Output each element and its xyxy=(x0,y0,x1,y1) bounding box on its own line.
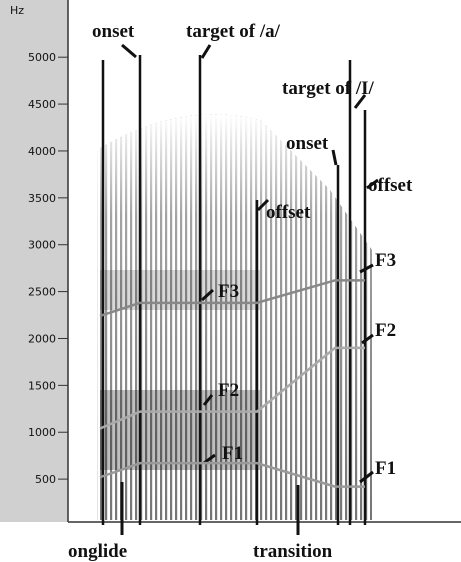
annotation: F1 xyxy=(222,443,243,464)
annotation: F3 xyxy=(375,250,396,271)
spectrogram-figure: 500 1000 1500 2000 2500 3000 3500 4000 4500 5000 o… xyxy=(0,0,461,562)
annotation: onglide xyxy=(68,541,127,562)
annotation: offset xyxy=(266,202,311,223)
y-tick-label: 2000 xyxy=(28,332,56,345)
y-tick-label: 4000 xyxy=(28,145,56,158)
annotation: F2 xyxy=(375,320,396,341)
annotation: target of /a/ xyxy=(186,21,281,42)
y-tick-label: 2500 xyxy=(28,286,56,299)
annotation: offset xyxy=(368,175,413,196)
y-axis-label: Hz xyxy=(10,4,24,17)
y-tick-label: 1500 xyxy=(28,379,56,392)
y-tick-label: 500 xyxy=(35,473,56,486)
annotation: onset xyxy=(286,133,329,154)
annotation: F2 xyxy=(218,380,239,401)
annotation: F3 xyxy=(218,281,239,302)
y-tick-label: 1000 xyxy=(28,426,56,439)
y-tick-label: 3000 xyxy=(28,239,56,252)
annotation: target of /I/ xyxy=(282,78,375,99)
y-tick-label: 4500 xyxy=(28,98,56,111)
annotation: transition xyxy=(253,541,333,562)
annotation: onset xyxy=(92,21,135,42)
axis-panel xyxy=(0,0,68,522)
y-tick-label: 5000 xyxy=(28,51,56,64)
y-tick-label: 3500 xyxy=(28,192,56,205)
annotation: F1 xyxy=(375,458,396,479)
